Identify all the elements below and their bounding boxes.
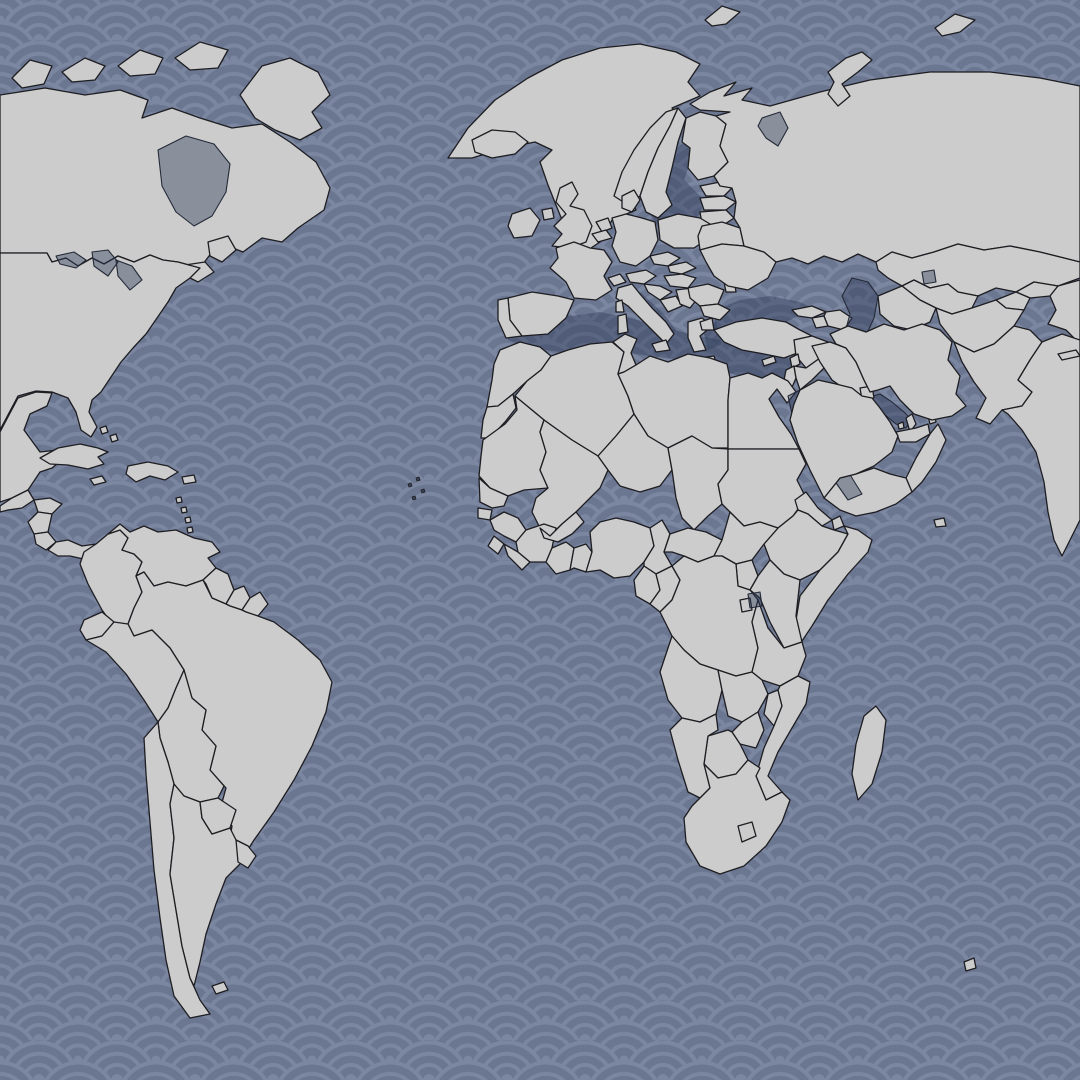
country-france xyxy=(549,241,613,301)
country-costa-rica xyxy=(33,531,57,551)
country-saudi-arabia xyxy=(789,379,899,499)
country-lesotho xyxy=(737,821,757,843)
country-ukraine xyxy=(699,243,777,291)
sea-white-sea xyxy=(757,111,789,147)
country-mauritius xyxy=(963,957,977,972)
country-iran xyxy=(829,323,967,421)
country-western-sahara xyxy=(480,393,517,439)
country-canada-island-1 xyxy=(11,59,53,89)
country-south-africa xyxy=(683,759,791,875)
highlighted-countries xyxy=(789,323,967,499)
country-senegal xyxy=(478,477,509,509)
country-latvia xyxy=(699,195,737,211)
country-yemen-socotra xyxy=(933,517,947,528)
country-afghanistan xyxy=(935,299,1025,353)
country-canada-island-3 xyxy=(117,49,164,77)
country-croatia xyxy=(643,283,673,301)
country-qatar xyxy=(905,413,917,433)
country-canada-newfoundland xyxy=(207,235,237,263)
country-nicaragua xyxy=(27,511,53,535)
country-uruguay xyxy=(235,839,257,869)
country-cape-verde xyxy=(407,476,426,501)
country-jamaica xyxy=(89,475,107,486)
country-bulgaria xyxy=(699,303,731,321)
country-belgium xyxy=(591,229,613,243)
country-switzerland xyxy=(607,273,627,287)
country-hungary xyxy=(663,273,697,289)
country-italy-sicily xyxy=(651,339,671,353)
country-india xyxy=(1001,333,1080,557)
country-canada-baffin xyxy=(239,57,331,141)
country-falkland-islands xyxy=(211,981,229,995)
country-djibouti xyxy=(831,515,845,531)
country-honduras xyxy=(33,497,63,515)
country-somalia xyxy=(795,525,873,645)
country-bosnia xyxy=(659,295,683,313)
country-sierra-leone xyxy=(487,535,505,555)
country-canada-island-2 xyxy=(61,57,106,83)
country-paraguay xyxy=(199,797,237,835)
country-jordan xyxy=(793,357,827,391)
country-slovakia xyxy=(667,261,697,275)
country-iceland xyxy=(471,129,529,159)
country-denmark xyxy=(621,189,641,213)
country-bahamas xyxy=(99,425,119,443)
country-lebanon xyxy=(789,353,801,369)
country-svalbard xyxy=(704,5,741,27)
country-guatemala xyxy=(0,489,35,513)
lake-victoria xyxy=(747,591,763,609)
country-china xyxy=(1047,279,1080,345)
country-puerto-rico xyxy=(181,474,197,485)
country-france-corsica xyxy=(615,299,625,313)
country-guinea-bissau xyxy=(477,507,493,521)
country-oman xyxy=(905,423,947,493)
country-ireland xyxy=(507,207,541,239)
country-georgia xyxy=(791,305,827,319)
lake-great-lakes-3 xyxy=(115,259,143,291)
country-portugal xyxy=(497,297,523,339)
country-zambia xyxy=(717,669,769,723)
country-cuba xyxy=(39,443,109,470)
country-united-states xyxy=(0,252,201,438)
country-burkina-faso xyxy=(539,511,585,543)
country-russia xyxy=(689,71,1080,265)
lake-great-lakes-1 xyxy=(55,251,87,269)
country-morocco xyxy=(486,341,552,408)
country-russia-severnaya xyxy=(934,13,976,37)
country-sweden xyxy=(639,107,687,219)
country-turkey-thrace xyxy=(699,317,715,331)
country-liberia xyxy=(503,543,531,571)
country-uae xyxy=(895,423,931,443)
country-austria xyxy=(625,269,657,285)
country-italy xyxy=(615,283,675,345)
country-nepal xyxy=(1057,349,1080,361)
country-lesser-antilles xyxy=(175,496,194,534)
country-hispaniola xyxy=(125,461,179,483)
country-russia-novaya-zemlya xyxy=(827,51,873,107)
country-uk-northern-ireland xyxy=(541,207,555,221)
country-czechia xyxy=(649,251,681,267)
sea-hudson-bay xyxy=(157,135,231,227)
country-bahrain xyxy=(897,421,905,430)
country-italy-sardinia xyxy=(617,313,629,335)
country-netherlands xyxy=(595,217,613,233)
sea-black xyxy=(714,296,816,330)
country-turkmenistan xyxy=(877,285,937,331)
country-canada-island-4 xyxy=(174,41,229,71)
country-madagascar xyxy=(851,705,887,801)
country-cyprus xyxy=(761,355,777,367)
country-egypt xyxy=(727,372,800,450)
lake-aral xyxy=(921,269,937,285)
lake-great-lakes-2 xyxy=(91,249,119,277)
